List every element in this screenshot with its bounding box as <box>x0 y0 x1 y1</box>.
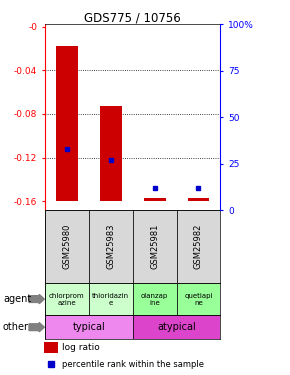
Text: thioridazin
e: thioridazin e <box>92 292 129 306</box>
Bar <box>133 210 177 283</box>
Bar <box>45 315 133 339</box>
Bar <box>45 283 89 315</box>
Bar <box>44 342 58 353</box>
Text: chlorprom
azine: chlorprom azine <box>49 292 85 306</box>
Text: agent: agent <box>3 294 31 304</box>
Bar <box>89 283 133 315</box>
Text: percentile rank within the sample: percentile rank within the sample <box>62 360 204 369</box>
Text: atypical: atypical <box>157 322 196 332</box>
Bar <box>56 46 78 201</box>
Bar <box>144 198 166 201</box>
Text: quetiapi
ne: quetiapi ne <box>184 292 213 306</box>
Bar <box>89 210 133 283</box>
Bar <box>133 283 177 315</box>
Text: log ratio: log ratio <box>62 342 99 351</box>
Text: GSM25981: GSM25981 <box>150 224 159 269</box>
Text: typical: typical <box>72 322 105 332</box>
Text: other: other <box>3 322 29 332</box>
Text: GSM25983: GSM25983 <box>106 224 115 269</box>
Bar <box>177 283 220 315</box>
Text: GSM25980: GSM25980 <box>62 224 71 269</box>
Bar <box>100 106 122 201</box>
Bar <box>177 210 220 283</box>
Bar <box>133 315 220 339</box>
Bar <box>188 198 209 201</box>
Title: GDS775 / 10756: GDS775 / 10756 <box>84 11 181 24</box>
Bar <box>45 210 89 283</box>
Text: olanzap
ine: olanzap ine <box>141 292 168 306</box>
Text: GSM25982: GSM25982 <box>194 224 203 269</box>
